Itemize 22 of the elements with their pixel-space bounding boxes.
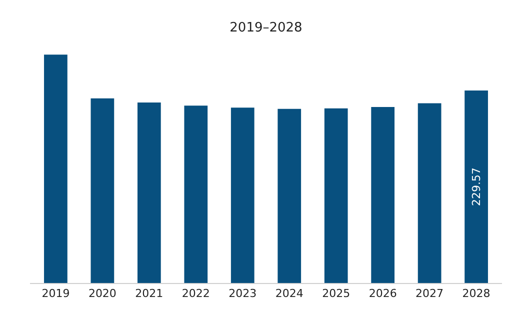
x-tick-label: 2023 [228,287,257,300]
bar [44,54,68,283]
x-tick-label: 2027 [416,287,444,300]
bar [90,98,114,283]
bar [464,90,488,283]
x-tick-label: 2028 [462,287,490,300]
bar [278,108,302,283]
bar [418,103,442,283]
bar [137,102,161,283]
chart-title: 2019–2028 [230,20,302,36]
bar [371,106,395,283]
bar [324,108,348,283]
data-label: 229.57 [470,167,483,206]
x-tick-label: 2022 [182,287,210,300]
x-tick-label: 2021 [135,287,164,300]
x-tick-label: 2019 [42,287,70,300]
bar [230,108,254,283]
x-tick-label: 2020 [88,287,116,300]
x-tick-label: 2024 [275,287,304,300]
x-tick-label: 2025 [322,287,350,300]
x-tick-label: 2026 [368,287,397,300]
bar [184,106,208,283]
